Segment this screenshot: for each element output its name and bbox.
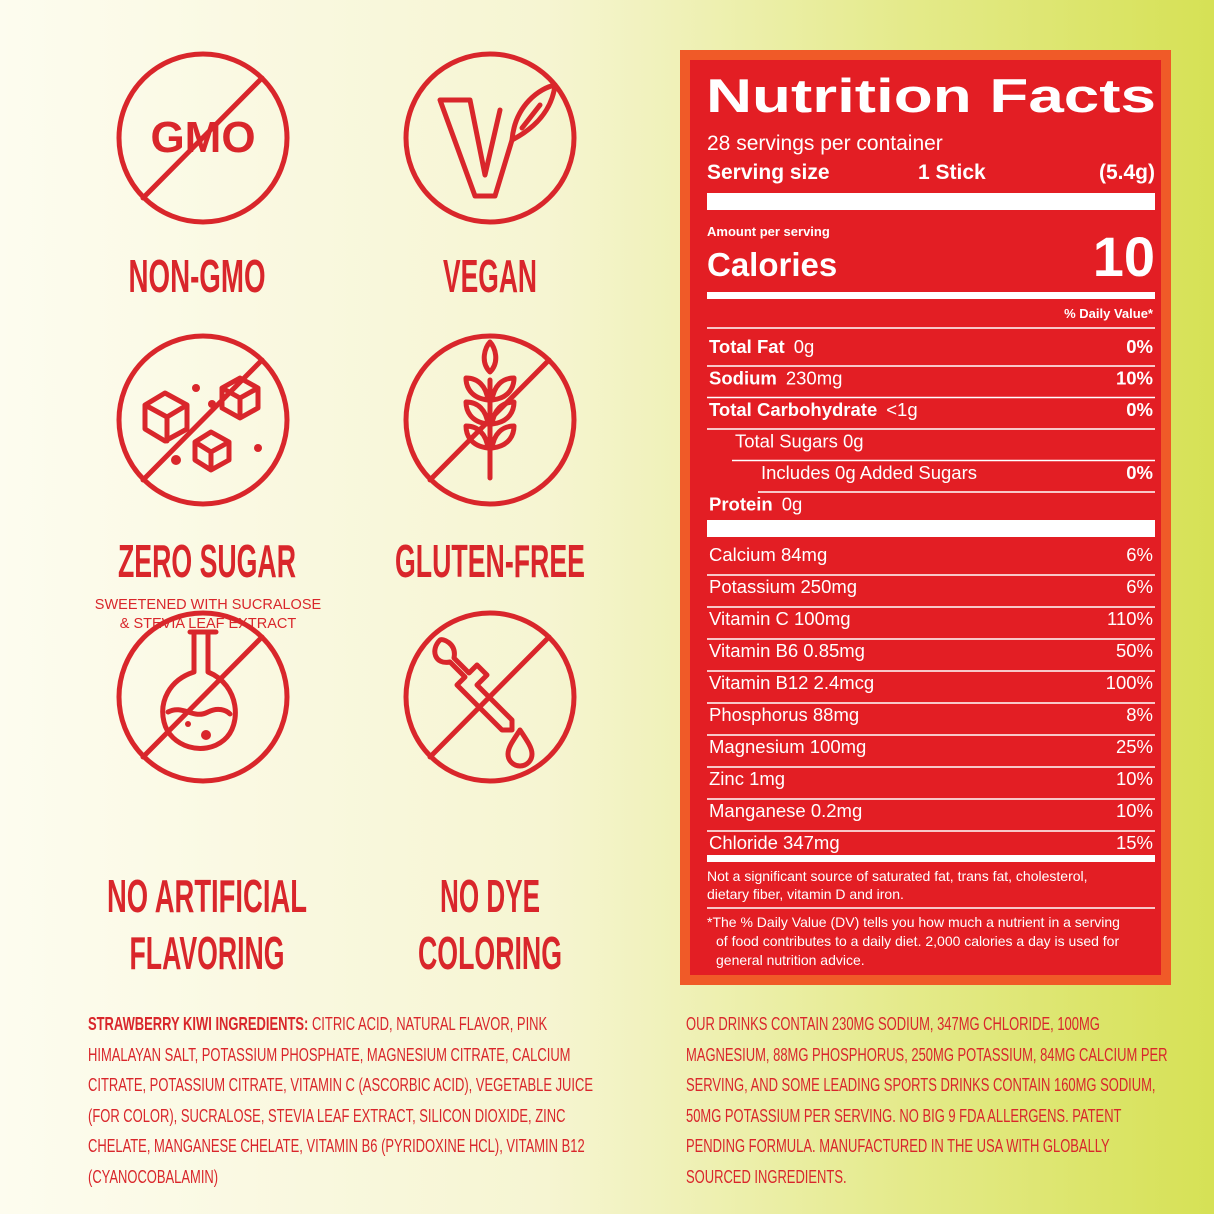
badge-label: ZERO SUGAR	[118, 535, 296, 587]
nf-mineral: Vitamin B12 2.4mcg	[709, 672, 874, 693]
icon-non-gmo: GMO	[116, 51, 290, 225]
nf-mineral: Chloride 347mg	[709, 832, 840, 853]
nf-dv: 15%	[1116, 832, 1153, 853]
nf-mineral: Zinc 1mg	[709, 768, 785, 789]
nf-dv: 10%	[1116, 368, 1153, 389]
nf-mineral: Manganese 0.2mg	[709, 800, 862, 821]
nf-dv: 110%	[1107, 608, 1153, 629]
nf-dv-note: of food contributes to a daily diet. 2,0…	[716, 933, 1119, 949]
nf-nutrient: Total Fat	[709, 336, 785, 357]
nf-dv: 0%	[1126, 462, 1153, 483]
badge-label: COLORING	[418, 927, 562, 979]
badge-note: & STEVIA LEAF EXTRACT	[120, 616, 297, 632]
nf-nutrient: Total Carbohydrate	[709, 399, 877, 420]
nf-serving-weight: (5.4g)	[1099, 161, 1155, 184]
nf-serving-label: Serving size	[707, 161, 830, 184]
nf-serving-amount: 1 Stick	[918, 161, 986, 184]
badge-label: FLAVORING	[130, 927, 285, 979]
nf-dv: 0%	[1126, 399, 1153, 420]
nf-nutrient: Protein	[709, 494, 773, 515]
icon-zero-sugar	[116, 333, 290, 507]
nf-nutrient: Total Sugars 0g	[735, 431, 864, 452]
medium-rule	[707, 855, 1155, 862]
badge-label: NON-GMO	[129, 250, 266, 302]
nf-mineral: Vitamin C 100mg	[709, 608, 851, 629]
nf-dv-note: *The % Daily Value (DV) tells you how mu…	[707, 914, 1120, 930]
nf-dv-header: % Daily Value*	[1064, 306, 1154, 321]
nf-footnote: dietary fiber, vitamin D and iron.	[707, 886, 904, 902]
nf-mineral: Phosphorus 88mg	[709, 704, 859, 725]
nf-calories-value: 10	[1093, 225, 1155, 288]
nf-calories-label: Calories	[707, 246, 837, 283]
thick-rule	[707, 193, 1155, 210]
nf-dv: 100%	[1106, 672, 1153, 693]
nf-dv: 6%	[1126, 544, 1153, 565]
nf-dv: 6%	[1126, 576, 1153, 597]
nf-dv: 10%	[1116, 800, 1153, 821]
nf-mineral: Vitamin B6 0.85mg	[709, 640, 865, 661]
nf-mineral: Magnesium 100mg	[709, 736, 866, 757]
nf-amount: <1g	[886, 399, 917, 420]
nf-dv: 0%	[1126, 336, 1153, 357]
nf-nutrient: Includes 0g Added Sugars	[761, 462, 977, 483]
nf-amount-label: Amount per serving	[707, 224, 830, 239]
nf-dv: 25%	[1116, 736, 1153, 757]
icon-no-artificial	[116, 610, 290, 784]
medium-rule	[707, 292, 1155, 299]
icon-vegan	[403, 51, 577, 225]
ingredients: STRAWBERRY KIWI INGREDIENTS: CITRIC ACID…	[88, 1009, 617, 1192]
thick-rule	[707, 520, 1155, 537]
badge-note: SWEETENED WITH SUCRALOSE	[95, 597, 322, 613]
nf-amount: 0g	[794, 336, 815, 357]
badge-label: VEGAN	[443, 250, 537, 302]
nf-dv: 10%	[1116, 768, 1153, 789]
nf-dv: 50%	[1116, 640, 1153, 661]
nf-dv-note: general nutrition advice.	[716, 952, 865, 968]
nf-mineral: Calcium 84mg	[709, 544, 827, 565]
nf-mineral: Potassium 250mg	[709, 576, 857, 597]
nf-nutrient: Sodium	[709, 368, 777, 389]
badge-label: GLUTEN-FREE	[395, 535, 585, 587]
nutrition-facts: Nutrition Facts 28 servings per containe…	[680, 50, 1171, 985]
icon-no-dye	[403, 610, 577, 784]
ingredients-heading: STRAWBERRY KIWI INGREDIENTS:	[88, 1014, 309, 1034]
badge-label: NO ARTIFICIAL	[107, 870, 307, 922]
icon-text: GMO	[150, 113, 255, 162]
nf-dv: 8%	[1126, 704, 1153, 725]
badge-label: NO DYE	[440, 870, 540, 922]
nf-footnote: Not a significant source of saturated fa…	[707, 868, 1088, 884]
nf-servings: 28 servings per container	[707, 132, 943, 155]
claims: OUR DRINKS CONTAIN 230MG SODIUM, 347MG C…	[686, 1014, 1168, 1187]
nf-amount: 0g	[782, 494, 803, 515]
nf-amount: 230mg	[786, 368, 843, 389]
ingredients-text: CITRIC ACID, NATURAL FLAVOR, PINK HIMALA…	[88, 1014, 594, 1187]
icon-gluten-free	[403, 333, 577, 507]
panel	[690, 60, 1161, 975]
nf-title: Nutrition Facts	[706, 69, 1156, 122]
